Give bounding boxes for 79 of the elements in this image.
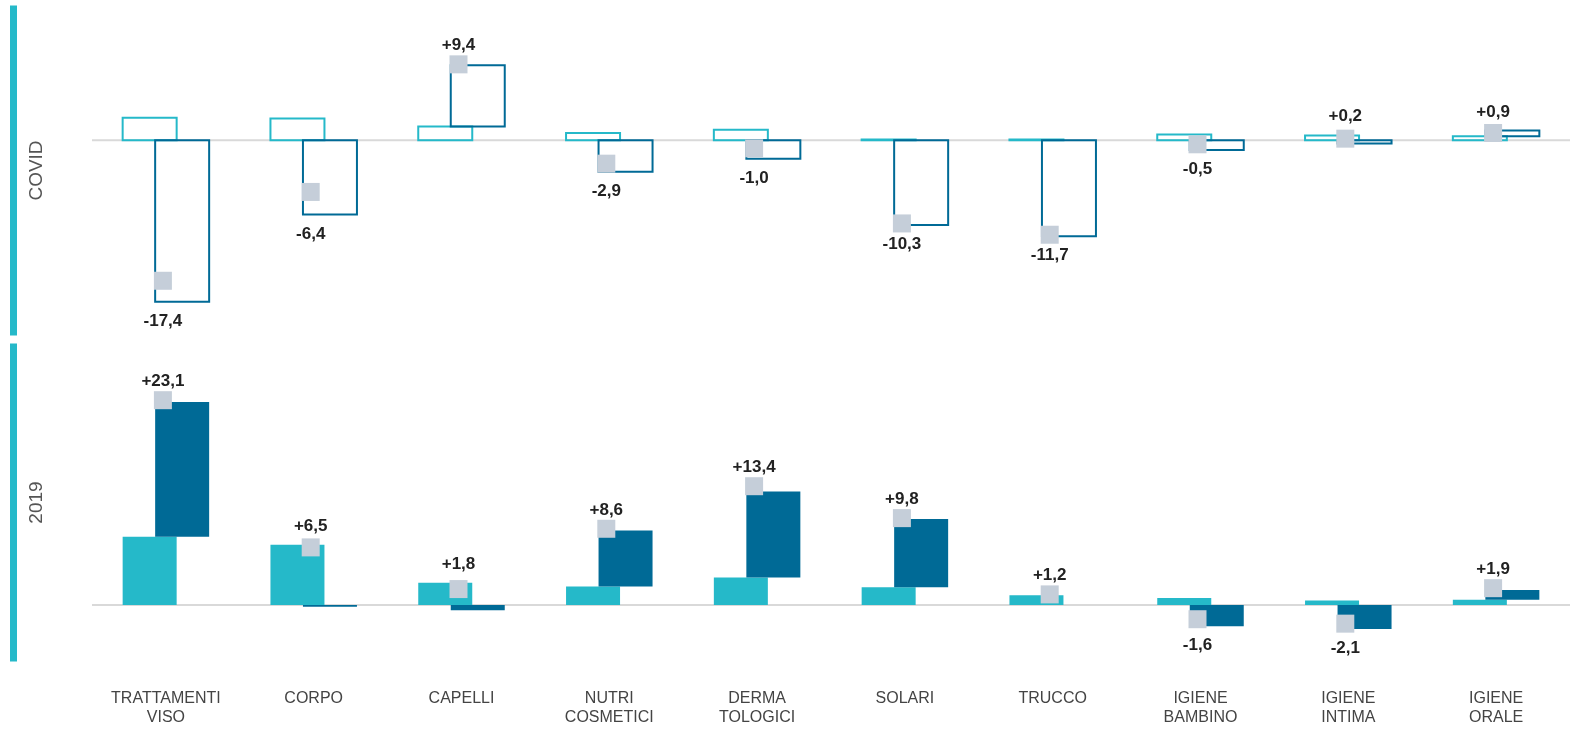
bar — [713, 577, 768, 606]
bar — [155, 401, 210, 537]
bar — [894, 519, 949, 588]
x-tick-label: DERMA TOLOGICI — [719, 688, 796, 725]
bar — [1451, 135, 1508, 142]
point — [1188, 135, 1207, 154]
bar — [154, 139, 211, 303]
point — [449, 580, 468, 599]
x-tick-label: IGIENE BAMBINO — [1163, 688, 1238, 725]
point — [892, 509, 911, 528]
bar — [861, 587, 916, 606]
bar — [1008, 138, 1065, 142]
bar — [597, 139, 654, 173]
data-label: -0,5 — [1182, 158, 1213, 178]
data-label: -2,1 — [1330, 637, 1360, 657]
x-tick-label: CAPELLI — [428, 688, 495, 706]
point — [892, 214, 911, 233]
data-label: +0,9 — [1476, 101, 1510, 121]
bar — [270, 544, 325, 606]
data-label: +0,2 — [1328, 106, 1363, 126]
point — [1040, 585, 1059, 604]
bar — [893, 139, 950, 227]
x-tick-label: NUTRI COSMETICI — [564, 688, 654, 725]
x-tick-label: IGIENE ORALE — [1468, 688, 1524, 725]
point — [301, 182, 320, 201]
data-label: +9,4 — [441, 35, 476, 55]
bar — [746, 491, 801, 578]
data-label: -2,9 — [591, 180, 621, 200]
point — [745, 477, 764, 496]
bar — [566, 586, 621, 606]
data-label: +8,6 — [589, 499, 624, 519]
point — [1484, 123, 1503, 142]
point — [1188, 610, 1207, 629]
point — [1484, 579, 1503, 598]
bar — [121, 116, 178, 142]
point — [597, 519, 616, 538]
data-label: -1,0 — [739, 167, 769, 187]
data-label: +6,5 — [293, 515, 328, 535]
point — [597, 154, 616, 173]
point — [153, 391, 172, 410]
point — [1336, 129, 1355, 148]
point — [1040, 225, 1059, 244]
x-tick-label: TRATTAMENTI VISO — [111, 688, 221, 725]
bar — [860, 138, 917, 142]
bar — [712, 128, 769, 142]
x-tick-label: TRUCCO — [1018, 688, 1087, 706]
point — [153, 271, 172, 290]
bar — [1304, 134, 1361, 142]
data-label: +1,8 — [441, 553, 476, 573]
bar — [122, 536, 177, 606]
point — [301, 538, 320, 557]
point — [745, 139, 764, 158]
x-tick-label: CORPO — [284, 688, 344, 706]
data-label: -17,4 — [143, 310, 183, 330]
bar — [1156, 133, 1213, 142]
bar — [449, 64, 506, 128]
bar — [1452, 599, 1507, 606]
data-label: -10,3 — [882, 234, 922, 254]
point — [1336, 614, 1355, 633]
data-label: +1,2 — [1032, 565, 1067, 585]
data-label: -6,4 — [296, 223, 326, 243]
data-label: -1,6 — [1182, 635, 1213, 655]
x-tick-label: IGIENE INTIMA — [1321, 688, 1376, 725]
bar — [1157, 597, 1212, 606]
bar — [1040, 139, 1097, 238]
data-label: +23,1 — [141, 371, 185, 391]
y-axis-title: 2019 — [24, 481, 46, 524]
bar — [450, 605, 505, 611]
data-label: -11,7 — [1030, 245, 1069, 265]
point — [449, 55, 468, 74]
data-label: +9,8 — [885, 489, 919, 509]
data-label: +13,4 — [732, 457, 777, 477]
bar — [301, 139, 358, 216]
data-label: +1,9 — [1476, 559, 1510, 579]
y-axis-title: COVID — [24, 140, 46, 201]
bar — [1305, 600, 1360, 606]
x-tick-label: SOLARI — [875, 688, 935, 706]
bar — [745, 139, 802, 160]
bar — [598, 530, 653, 587]
